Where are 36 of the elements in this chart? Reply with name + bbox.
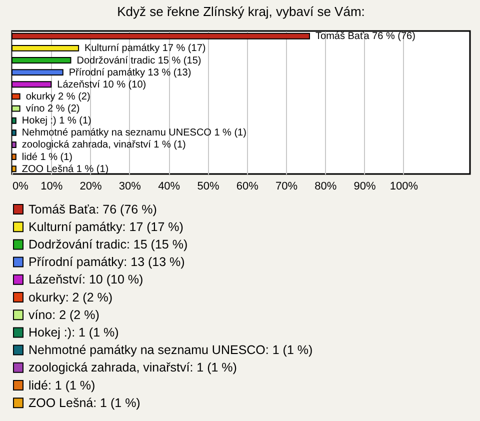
- x-tick-label: 10%: [40, 180, 63, 192]
- legend-label: okurky: 2 (2 %): [28, 290, 113, 304]
- data-label: okurky 2 % (2): [26, 91, 90, 102]
- x-tick-label: 60%: [236, 180, 259, 192]
- x-tick-label: 30%: [118, 180, 142, 192]
- legend-label: Tomáš Baťa: 76 (76 %): [28, 202, 157, 216]
- x-tick-label: 20%: [80, 180, 102, 192]
- data-label: Nehmotné památky na seznamu UNESCO 1 % (1): [22, 128, 246, 139]
- legend-label: Kulturní památky: 17 (17 %): [28, 220, 184, 234]
- legend-label: víno: 2 (2 %): [28, 308, 100, 322]
- legend-label: Dodržování tradic: 15 (15 %): [28, 237, 188, 252]
- chart-title: Když se řekne Zlínský kraj, vybaví se Vám:: [117, 4, 365, 19]
- legend-label: Nehmotné památky na seznamu UNESCO: 1 (1 %): [28, 343, 313, 358]
- legend-label: lidé: 1 (1 %): [28, 378, 96, 392]
- data-label: víno 2 % (2): [26, 104, 80, 115]
- data-label: ZOO Lešná 1 % (1): [22, 164, 109, 175]
- x-tick-label: 0%: [12, 180, 29, 192]
- x-tick-label: 70%: [276, 180, 298, 192]
- data-label: Dodržování tradic 15 % (15): [76, 55, 202, 66]
- data-label: Kulturní památky 17 % (17): [84, 43, 206, 54]
- x-tick-label: 90%: [354, 180, 376, 192]
- data-label: Hokej :) 1 % (1): [22, 116, 92, 127]
- legend-label: zoologická zahrada, vinařství: 1 (1 %): [28, 360, 237, 375]
- legend-label: Hokej :): 1 (1 %): [28, 325, 119, 340]
- legend-label: ZOO Lešná: 1 (1 %): [28, 396, 140, 410]
- data-label: Tomáš Baťa 76 % (76): [316, 31, 416, 42]
- x-tick-label: 80%: [314, 180, 337, 192]
- data-label: lidé 1 % (1): [22, 152, 72, 163]
- data-label: zoologická zahrada, vinařství 1 % (1): [22, 140, 186, 151]
- x-tick-label: 50%: [197, 180, 220, 192]
- x-tick-label: 40%: [158, 180, 180, 192]
- legend-label: Přírodní památky: 13 (13 %): [28, 255, 185, 270]
- data-label: Lázeňství 10 % (10): [57, 79, 146, 90]
- legend-label: Lázeňství: 10 (10 %): [28, 272, 144, 287]
- x-tick-label: 100%: [390, 180, 418, 192]
- data-label: Přírodní památky 13 % (13): [68, 67, 192, 78]
